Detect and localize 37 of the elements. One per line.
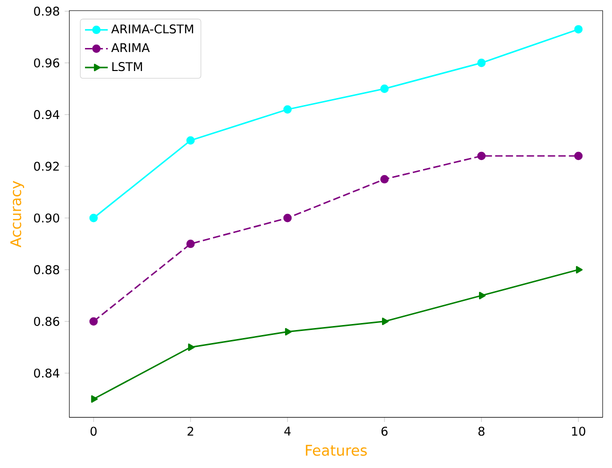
y-tick-label: 0.92: [34, 162, 59, 171]
legend-label: LSTM: [112, 62, 142, 72]
x-axis-title: Features: [306, 444, 367, 456]
y-axis-title: Accuracy: [10, 180, 24, 248]
point: [478, 292, 486, 300]
point: [89, 317, 98, 326]
point: [91, 395, 98, 403]
y-tick-label: 0.84: [34, 368, 60, 378]
legend-label: ARIMA: [111, 43, 150, 52]
point: [576, 266, 583, 274]
point: [477, 58, 486, 68]
y-tick-label: 0.96: [34, 58, 60, 68]
point: [285, 328, 292, 336]
y-tick-label: 0.98: [34, 6, 60, 16]
point: [186, 240, 195, 248]
legend-label: ARIMA-CLSTM: [111, 24, 194, 34]
point: [186, 136, 195, 145]
point: [283, 214, 292, 222]
y-tick-label: 0.94: [34, 110, 60, 120]
point: [380, 175, 389, 184]
point: [477, 152, 486, 160]
x-tick-label: 4: [284, 426, 291, 436]
point: [188, 344, 195, 351]
y-tick-label: 0.88: [34, 265, 60, 274]
x-tick-label: 0: [90, 426, 97, 436]
x-tick-label: 2: [188, 426, 194, 436]
point: [283, 105, 292, 114]
x-tick-label: 10: [572, 426, 586, 436]
y-tick-label: 0.86: [34, 316, 60, 326]
point: [574, 25, 583, 34]
point: [380, 84, 389, 93]
point: [382, 318, 389, 326]
y-tick-label: 0.90: [34, 213, 60, 223]
x-tick-label: 6: [382, 426, 388, 436]
point: [89, 214, 98, 222]
x-tick-label: 8: [478, 426, 484, 436]
point: [574, 152, 583, 160]
